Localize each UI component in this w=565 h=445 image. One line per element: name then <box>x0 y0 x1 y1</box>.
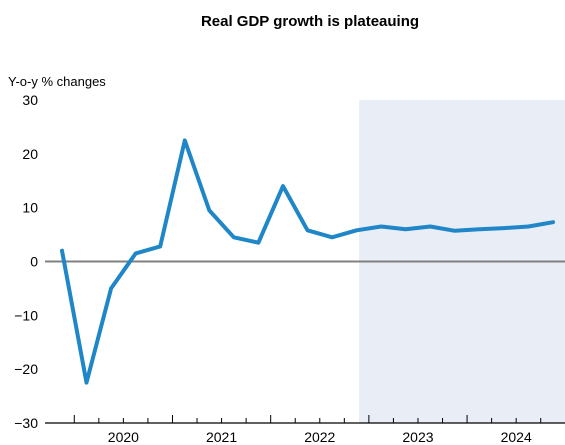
y-tick-label: 10 <box>22 200 38 216</box>
y-axis-label: Y-o-y % changes <box>8 74 106 89</box>
y-tick-label: 0 <box>30 254 38 270</box>
x-tick-label: 2022 <box>304 429 335 445</box>
x-tick-label: 2021 <box>206 429 237 445</box>
y-tick-label: −10 <box>14 307 38 323</box>
y-tick-label: 20 <box>22 146 38 162</box>
y-tick-label: −20 <box>14 361 38 377</box>
y-tick-labels: 30 20 10 0 −10 −20 −30 <box>14 92 38 431</box>
x-tick-label: 2024 <box>501 429 532 445</box>
x-tick-marks <box>73 415 542 423</box>
x-tick-label: 2023 <box>402 429 433 445</box>
y-tick-label: 30 <box>22 92 38 108</box>
chart-title: Real GDP growth is plateauing <box>201 13 419 30</box>
x-tick-labels: 2020 2021 2022 2023 2024 <box>108 429 532 445</box>
gdp-growth-line <box>60 138 555 385</box>
y-tick-label: −30 <box>14 415 38 431</box>
x-tick-label: 2020 <box>108 429 139 445</box>
